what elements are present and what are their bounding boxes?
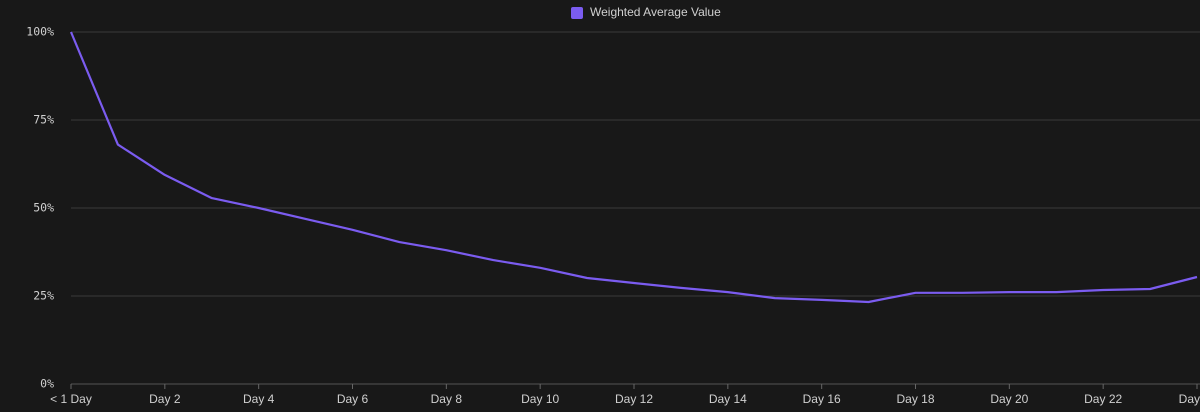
x-tick-label: Day 16 — [803, 392, 841, 406]
x-tick-label: Day 8 — [431, 392, 463, 406]
legend-swatch — [571, 7, 583, 19]
x-tick-label: < 1 Day — [50, 392, 92, 406]
y-tick-label: 25% — [33, 289, 54, 303]
y-tick-label: 75% — [33, 113, 54, 127]
y-tick-label: 100% — [26, 25, 54, 39]
x-tick-label: Day — [1179, 392, 1200, 406]
x-tick-label: Day 20 — [990, 392, 1028, 406]
x-tick-label: Day 18 — [896, 392, 934, 406]
line — [69, 31, 1198, 304]
x-tick-label: Day 22 — [1084, 392, 1122, 406]
x-tick-label: Day 12 — [615, 392, 653, 406]
x-tick-label: Day 4 — [243, 392, 275, 406]
x-tick-label: Day 2 — [149, 392, 181, 406]
x-tick-label: Day 14 — [709, 392, 747, 406]
x-tick-label: Day 6 — [337, 392, 369, 406]
y-tick-label: 0% — [40, 377, 54, 391]
x-tick-label: Day 10 — [521, 392, 559, 406]
y-tick-label: 50% — [33, 201, 54, 215]
legend-label: Weighted Average Value — [590, 5, 721, 19]
